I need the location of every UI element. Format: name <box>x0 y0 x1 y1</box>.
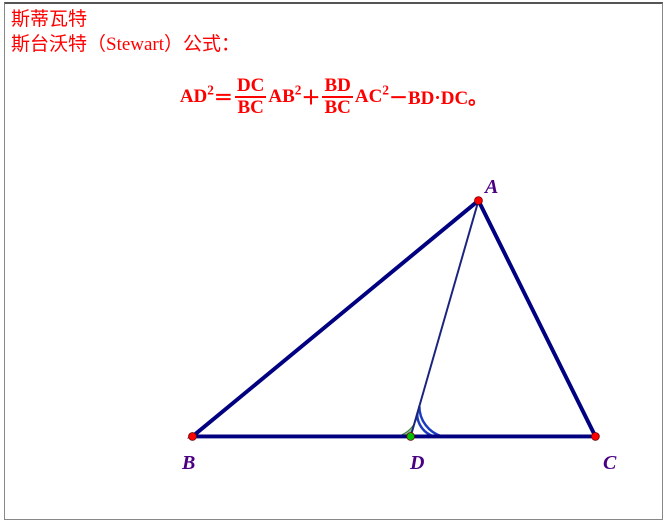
vertex-label-D: D <box>410 452 424 475</box>
vertex-label-C: C <box>603 452 616 475</box>
point-B <box>189 433 197 441</box>
vertex-label-A: A <box>485 176 498 199</box>
point-A <box>475 197 483 205</box>
triangle-ABC <box>192 201 595 437</box>
canvas-frame: 斯蒂瓦特 斯台沃特（Stewart）公式： AD2 ＝ DC BC AB2 ＋ … <box>4 2 663 520</box>
triangle-diagram <box>5 4 662 519</box>
segment-AD <box>411 201 479 437</box>
vertex-label-B: B <box>182 452 195 475</box>
point-D <box>407 433 415 441</box>
angle-ADC-arc-2 <box>419 406 442 436</box>
point-C <box>591 433 599 441</box>
